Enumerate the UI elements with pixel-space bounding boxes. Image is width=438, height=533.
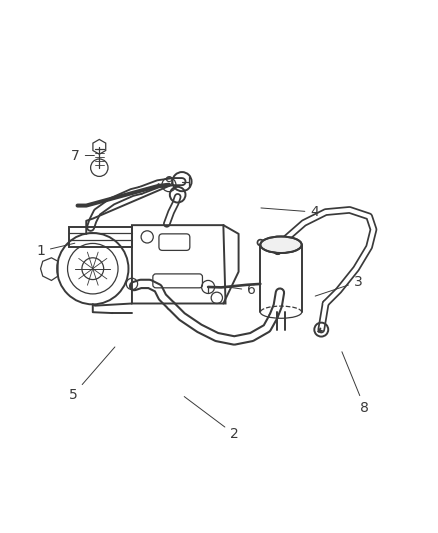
Ellipse shape <box>260 237 302 253</box>
FancyArrowPatch shape <box>318 328 322 332</box>
Text: 6: 6 <box>224 284 256 297</box>
Text: 3: 3 <box>315 274 363 296</box>
Text: 5: 5 <box>69 347 115 402</box>
Text: 8: 8 <box>342 352 369 415</box>
Text: 2: 2 <box>184 397 239 441</box>
Text: 7: 7 <box>71 149 94 163</box>
Text: 4: 4 <box>261 205 319 219</box>
Text: 1: 1 <box>36 243 75 259</box>
Text: 9: 9 <box>158 175 173 189</box>
